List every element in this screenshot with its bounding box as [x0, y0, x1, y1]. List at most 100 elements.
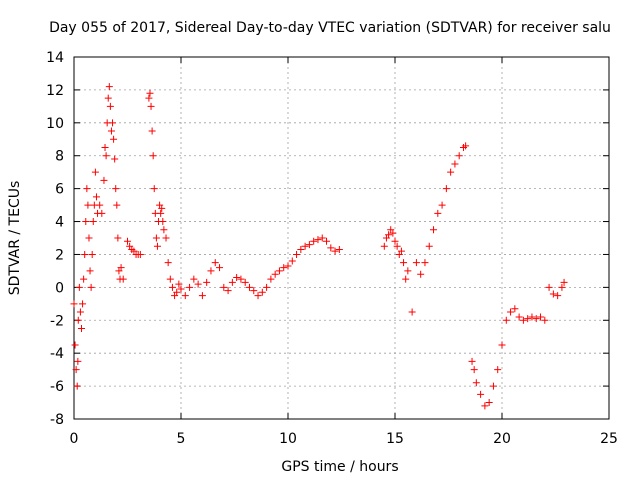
- chart-title: Day 055 of 2017, Sidereal Day-to-day VTE…: [49, 20, 611, 36]
- data-point: [258, 288, 266, 296]
- data-point: [515, 313, 523, 321]
- data-point: [421, 259, 429, 267]
- data-point: [323, 237, 331, 245]
- data-point: [314, 236, 322, 244]
- data-point: [331, 247, 339, 255]
- data-point: [220, 283, 228, 291]
- data-point: [112, 185, 120, 193]
- grid-layer: [74, 57, 609, 419]
- data-point: [186, 283, 194, 291]
- data-point: [147, 102, 155, 110]
- data-point: [430, 226, 438, 234]
- data-point: [89, 218, 97, 226]
- data-point: [152, 234, 160, 242]
- data-point: [288, 257, 296, 265]
- data-point: [541, 316, 549, 324]
- data-point: [107, 127, 115, 135]
- y-tick-label: 12: [46, 83, 64, 99]
- data-point: [472, 379, 480, 387]
- data-point: [96, 201, 104, 209]
- data-point: [400, 259, 408, 267]
- data-point: [385, 231, 393, 239]
- data-point: [267, 275, 275, 283]
- data-point: [86, 267, 94, 275]
- data-point: [417, 270, 425, 278]
- data-point: [327, 244, 335, 252]
- data-point: [98, 209, 106, 217]
- data-point: [380, 242, 388, 250]
- data-point: [83, 185, 91, 193]
- data-point: [560, 278, 568, 286]
- data-point: [498, 341, 506, 349]
- data-point: [160, 226, 168, 234]
- data-point: [173, 288, 181, 296]
- data-point: [100, 176, 108, 184]
- data-point: [224, 287, 232, 295]
- y-tick-label: 6: [55, 182, 64, 198]
- data-point: [113, 201, 121, 209]
- data-point: [228, 278, 236, 286]
- data-point: [425, 242, 433, 250]
- data-point: [177, 285, 185, 293]
- data-point: [102, 152, 110, 160]
- data-point: [438, 201, 446, 209]
- data-point: [245, 283, 253, 291]
- data-point: [254, 292, 262, 300]
- data-point: [524, 315, 532, 323]
- data-point: [397, 247, 405, 255]
- data-point: [434, 209, 442, 217]
- y-tick-label: -4: [50, 346, 64, 362]
- data-point: [111, 155, 119, 163]
- data-point: [402, 275, 410, 283]
- data-point: [455, 152, 463, 160]
- x-tick-label: 20: [493, 431, 511, 447]
- y-tick-label: 0: [55, 280, 64, 296]
- data-point: [305, 241, 313, 249]
- data-point: [442, 185, 450, 193]
- data-point: [149, 152, 157, 160]
- data-point: [233, 273, 241, 281]
- data-point: [79, 300, 87, 308]
- data-point: [104, 94, 112, 102]
- data-point: [532, 315, 540, 323]
- data-point: [528, 313, 536, 321]
- data-point: [175, 280, 183, 288]
- data-point: [198, 292, 206, 300]
- data-point: [216, 264, 224, 272]
- data-point: [318, 234, 326, 242]
- data-point: [74, 357, 82, 365]
- data-point: [489, 382, 497, 390]
- data-point: [297, 246, 305, 254]
- data-point: [84, 201, 92, 209]
- data-point: [119, 275, 127, 283]
- data-point: [162, 234, 170, 242]
- data-point: [481, 402, 489, 410]
- data-point: [477, 390, 485, 398]
- data-point: [109, 119, 117, 127]
- data-point: [335, 246, 343, 254]
- y-tick-labels: -8 -6 -4 -2 0 2 4 6 8 10 12 14: [46, 50, 64, 428]
- data-point: [105, 83, 113, 91]
- data-point: [106, 102, 114, 110]
- data-point: [447, 168, 455, 176]
- y-tick-label: 8: [55, 149, 64, 165]
- data-point: [275, 267, 283, 275]
- data-point: [75, 283, 83, 291]
- data-point: [92, 193, 100, 201]
- y-tick-label: 10: [46, 116, 64, 132]
- data-point: [519, 316, 527, 324]
- data-point: [241, 278, 249, 286]
- x-tick-label: 15: [386, 431, 404, 447]
- y-axis-title: SDTVAR / TECUs: [7, 181, 23, 296]
- data-point: [150, 185, 158, 193]
- data-point: [237, 275, 245, 283]
- plot-frame: [73, 56, 610, 420]
- data-point: [537, 313, 545, 321]
- data-point: [82, 218, 90, 226]
- y-tick-label: 4: [55, 215, 64, 231]
- data-point: [148, 127, 156, 135]
- data-point: [211, 259, 219, 267]
- data-point: [145, 94, 153, 102]
- data-point: [389, 229, 397, 237]
